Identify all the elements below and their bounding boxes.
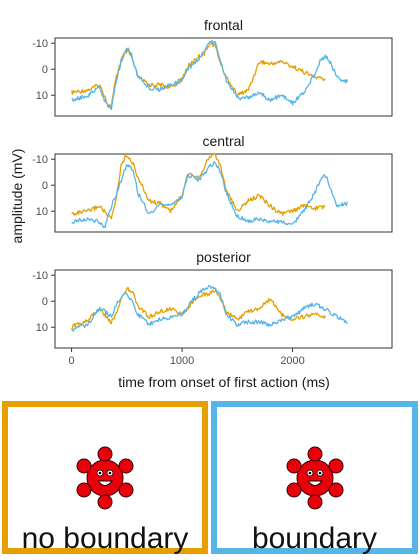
series-line-boundary-central: [71, 161, 349, 229]
y-tick-label-frontal: 10: [36, 90, 48, 102]
series-line-boundary-posterior: [71, 285, 348, 332]
y-tick-label-posterior: 10: [36, 322, 48, 334]
legend-item-boundary: boundary: [211, 401, 418, 554]
y-tick-label-central: 10: [36, 206, 48, 218]
legend-label-boundary: boundary: [251, 522, 378, 555]
x-tick-label: 2000: [280, 355, 304, 367]
panel-title-posterior: posterior: [196, 249, 251, 265]
series-line-no-boundary-central: [71, 152, 326, 220]
x-tick-label: 0: [69, 355, 75, 367]
y-tick-label-posterior: 0: [42, 296, 48, 308]
y-tick-label-frontal: 0: [42, 64, 48, 76]
x-axis-title: time from onset of first action (ms): [118, 374, 330, 390]
y-axis-title: amplitude (mV): [9, 149, 25, 244]
panel-title-frontal: frontal: [204, 17, 243, 33]
facet-panels: frontal -10 0 10 central -10 0 10 posterior -10 0 1…: [32, 17, 393, 367]
legend-item-no-boundary: no boundary: [2, 401, 208, 554]
panel-frame-posterior: [54, 269, 393, 349]
y-tick-label-frontal: -10: [32, 38, 48, 50]
red-smiley-blob-icon: [286, 446, 343, 510]
faceted-line-chart: amplitude (mV) time from onset of first …: [9, 17, 393, 390]
y-tick-label-posterior: -10: [32, 270, 48, 282]
x-tick-label: 1000: [170, 355, 194, 367]
series-line-boundary-frontal: [71, 39, 349, 110]
panel-frame-frontal: [54, 37, 393, 117]
y-tick-label-central: -10: [32, 154, 48, 166]
red-smiley-blob-icon: [76, 446, 134, 510]
panel-title-central: central: [202, 133, 244, 149]
panel-frame-central: [54, 153, 393, 233]
series-line-no-boundary-frontal: [70, 42, 326, 108]
legend-label-no-boundary: no boundary: [21, 522, 189, 555]
series-line-no-boundary-posterior: [71, 286, 326, 330]
y-tick-label-central: 0: [42, 180, 48, 192]
